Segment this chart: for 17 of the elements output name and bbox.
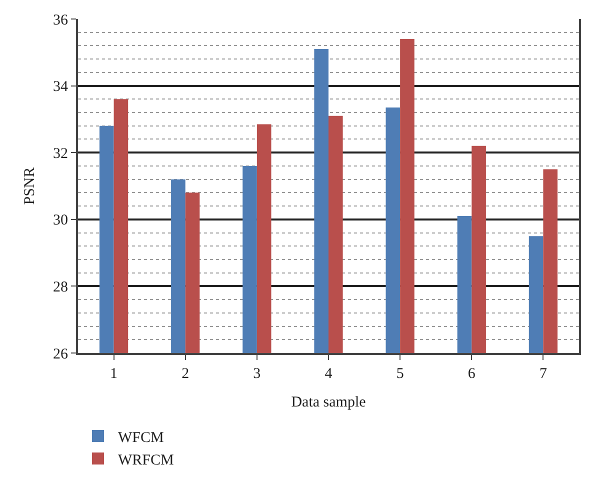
x-tick-label: 2 bbox=[182, 366, 190, 382]
legend-label: WRFCM bbox=[118, 452, 174, 468]
y-axis-title: PSNR bbox=[22, 167, 38, 205]
y-tick-label: 34 bbox=[53, 79, 68, 96]
y-tick-label: 30 bbox=[53, 212, 68, 229]
legend-label: WFCM bbox=[118, 430, 164, 446]
x-tick-label: 1 bbox=[110, 366, 118, 382]
y-tick-label: 26 bbox=[53, 346, 68, 362]
x-axis-title: Data sample bbox=[291, 394, 366, 410]
x-tick-label: 3 bbox=[253, 366, 261, 382]
y-tick-label: 32 bbox=[53, 146, 68, 162]
y-tick-label: 28 bbox=[53, 279, 68, 296]
y-tick-label: 36 bbox=[53, 12, 68, 28]
x-tick-label: 5 bbox=[396, 366, 404, 382]
x-tick-label: 6 bbox=[468, 366, 476, 382]
x-tick-label: 7 bbox=[539, 366, 548, 382]
x-tick-label: 4 bbox=[324, 366, 333, 382]
